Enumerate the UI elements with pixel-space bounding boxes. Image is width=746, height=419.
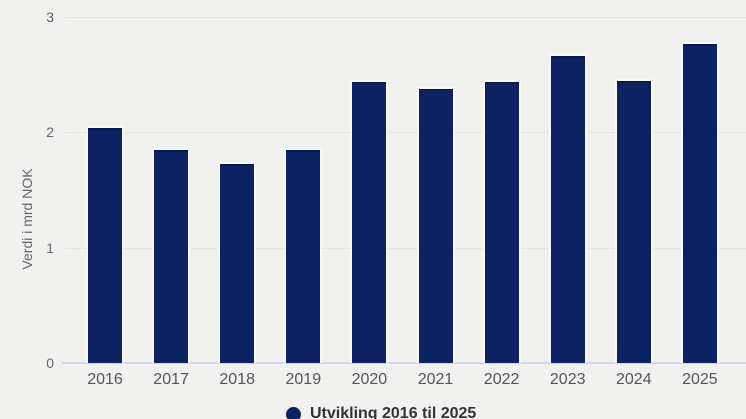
gridline [66, 247, 746, 249]
bar-2022 [482, 80, 521, 363]
x-axis-line [62, 362, 746, 364]
bar-2018 [218, 162, 257, 363]
bar-2024 [614, 79, 653, 363]
y-tick-label: 3 [46, 8, 54, 25]
x-axis-label: 2021 [417, 371, 454, 388]
x-axis-label: 2016 [87, 371, 123, 388]
bar-2020 [350, 80, 389, 363]
y-tick-label: 1 [46, 239, 54, 256]
y-tick-label: 2 [46, 124, 54, 141]
x-axis-label: 2024 [616, 371, 652, 388]
gridline [66, 16, 746, 18]
legend-circle-marker-icon [286, 406, 301, 419]
x-axis-label: 2018 [219, 371, 255, 388]
bar-2021 [416, 87, 455, 363]
gridline [66, 132, 746, 134]
bar-2023 [548, 53, 587, 363]
legend-item[interactable]: Utvikling 2016 til 2025 [286, 404, 476, 419]
bar-2017 [152, 148, 191, 363]
x-axis-label: 2017 [153, 371, 189, 388]
x-axis-label: 2023 [549, 371, 586, 388]
bar-2025 [680, 42, 719, 363]
x-axis-label: 2019 [285, 371, 322, 388]
x-axis-label: 2020 [351, 371, 388, 388]
x-axis-label: 2022 [483, 371, 520, 388]
y-tick-label: 0 [46, 355, 54, 371]
bar-2019 [284, 148, 323, 363]
x-axis-label: 2025 [682, 371, 718, 388]
legend-label: Utvikling 2016 til 2025 [310, 405, 477, 419]
bar-2016 [86, 126, 124, 363]
